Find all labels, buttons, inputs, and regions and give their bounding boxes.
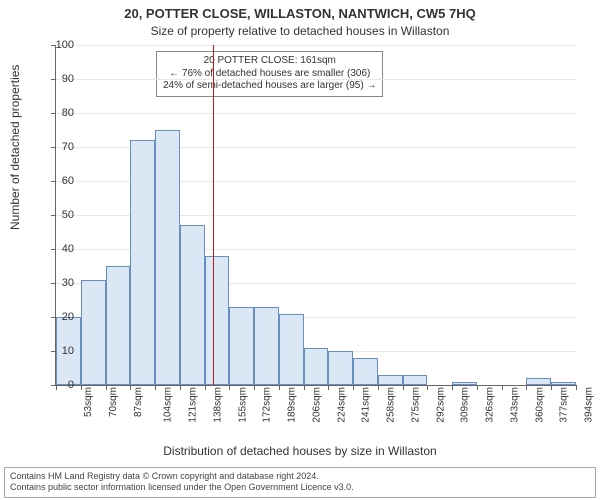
histogram-bar [551, 382, 576, 385]
xtick-mark [551, 385, 552, 390]
ytick-label: 40 [44, 243, 74, 255]
xtick-label: 172sqm [262, 387, 273, 423]
annotation-line3: 24% of semi-detached houses are larger (… [163, 80, 376, 93]
xtick-label: 155sqm [237, 387, 248, 423]
chart-title-line1: 20, POTTER CLOSE, WILLASTON, NANTWICH, C… [0, 6, 600, 21]
gridline [56, 79, 576, 80]
xtick-mark [353, 385, 354, 390]
histogram-bar [304, 348, 329, 385]
xtick-label: 292sqm [435, 387, 446, 423]
x-axis-label: Distribution of detached houses by size … [0, 444, 600, 458]
xtick-label: 189sqm [287, 387, 298, 423]
ytick-label: 80 [44, 107, 74, 119]
ytick-label: 10 [44, 345, 74, 357]
xtick-label: 258sqm [386, 387, 397, 423]
xtick-mark [130, 385, 131, 390]
histogram-bar [279, 314, 304, 385]
xtick-label: 121sqm [188, 387, 199, 423]
footer-line1: Contains HM Land Registry data © Crown c… [10, 471, 590, 483]
histogram-bar [328, 351, 353, 385]
xtick-label: 138sqm [212, 387, 223, 423]
xtick-mark [378, 385, 379, 390]
reference-line [213, 45, 214, 385]
xtick-mark [304, 385, 305, 390]
histogram-bar [155, 130, 180, 385]
histogram-bar [452, 382, 477, 385]
histogram-bar [254, 307, 279, 385]
plot-area: 20 POTTER CLOSE: 161sqm ← 76% of detache… [55, 45, 576, 386]
xtick-label: 275sqm [410, 387, 421, 423]
xtick-label: 206sqm [311, 387, 322, 423]
histogram-bar [526, 378, 551, 385]
xtick-label: 360sqm [534, 387, 545, 423]
xtick-label: 309sqm [460, 387, 471, 423]
chart-container: 20, POTTER CLOSE, WILLASTON, NANTWICH, C… [0, 0, 600, 500]
chart-title-line2: Size of property relative to detached ho… [0, 24, 600, 38]
gridline [56, 113, 576, 114]
histogram-bar [403, 375, 428, 385]
xtick-mark [452, 385, 453, 390]
xtick-mark [477, 385, 478, 390]
annotation-line1: 20 POTTER CLOSE: 161sqm [163, 55, 376, 68]
xtick-label: 224sqm [336, 387, 347, 423]
histogram-bar [81, 280, 106, 385]
ytick-label: 20 [44, 311, 74, 323]
histogram-bar [130, 140, 155, 385]
xtick-label: 377sqm [559, 387, 570, 423]
xtick-mark [502, 385, 503, 390]
xtick-mark [155, 385, 156, 390]
footer-line2: Contains public sector information licen… [10, 482, 590, 494]
gridline [56, 45, 576, 46]
xtick-mark [205, 385, 206, 390]
xtick-mark [279, 385, 280, 390]
histogram-bar [106, 266, 131, 385]
xtick-label: 70sqm [108, 387, 119, 417]
xtick-mark [427, 385, 428, 390]
xtick-mark [576, 385, 577, 390]
ytick-label: 50 [44, 209, 74, 221]
xtick-mark [328, 385, 329, 390]
xtick-label: 104sqm [163, 387, 174, 423]
ytick-label: 0 [44, 379, 74, 391]
ytick-label: 70 [44, 141, 74, 153]
ytick-label: 100 [44, 39, 74, 51]
xtick-mark [254, 385, 255, 390]
footer-attribution: Contains HM Land Registry data © Crown c… [4, 467, 596, 498]
xtick-mark [403, 385, 404, 390]
ytick-label: 30 [44, 277, 74, 289]
histogram-bar [378, 375, 403, 385]
xtick-label: 87sqm [133, 387, 144, 417]
annotation-box: 20 POTTER CLOSE: 161sqm ← 76% of detache… [156, 51, 383, 97]
histogram-bar [353, 358, 378, 385]
xtick-label: 241sqm [361, 387, 372, 423]
histogram-bar [229, 307, 254, 385]
xtick-mark [81, 385, 82, 390]
ytick-label: 60 [44, 175, 74, 187]
histogram-bar [180, 225, 205, 385]
ytick-label: 90 [44, 73, 74, 85]
xtick-mark [229, 385, 230, 390]
xtick-label: 394sqm [584, 387, 595, 423]
y-axis-label: Number of detached properties [8, 65, 22, 230]
xtick-mark [106, 385, 107, 390]
xtick-label: 53sqm [83, 387, 94, 417]
xtick-mark [180, 385, 181, 390]
xtick-label: 343sqm [510, 387, 521, 423]
xtick-mark [526, 385, 527, 390]
histogram-bar [205, 256, 230, 385]
xtick-label: 326sqm [485, 387, 496, 423]
